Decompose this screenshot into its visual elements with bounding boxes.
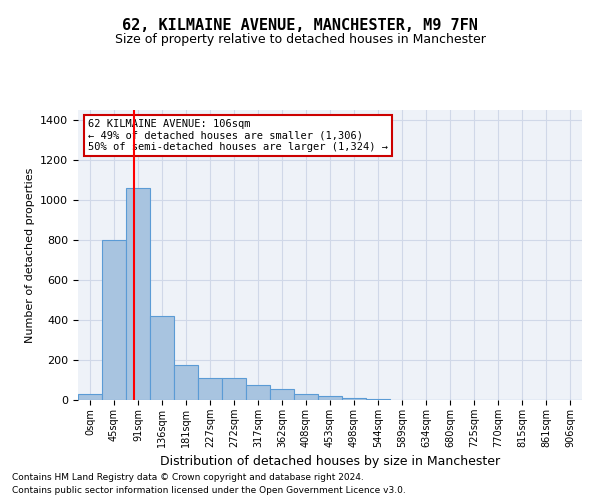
Text: 62 KILMAINE AVENUE: 106sqm
← 49% of detached houses are smaller (1,306)
50% of s: 62 KILMAINE AVENUE: 106sqm ← 49% of deta… (88, 118, 388, 152)
Bar (318, 396, 342, 400)
Text: Size of property relative to detached houses in Manchester: Size of property relative to detached ho… (115, 32, 485, 46)
Bar (174, 365, 198, 400)
Text: Contains HM Land Registry data © Crown copyright and database right 2024.: Contains HM Land Registry data © Crown c… (12, 474, 364, 482)
Bar (126, 188, 150, 400)
Bar (246, 385, 270, 400)
Text: Contains public sector information licensed under the Open Government Licence v3: Contains public sector information licen… (12, 486, 406, 495)
Bar (342, 398, 366, 400)
Bar (150, 316, 174, 400)
Bar (270, 389, 294, 400)
Bar (294, 394, 318, 400)
Bar (102, 240, 126, 400)
X-axis label: Distribution of detached houses by size in Manchester: Distribution of detached houses by size … (160, 456, 500, 468)
Bar (366, 399, 390, 400)
Y-axis label: Number of detached properties: Number of detached properties (25, 168, 35, 342)
Bar (198, 378, 222, 400)
Bar (222, 378, 246, 400)
Text: 62, KILMAINE AVENUE, MANCHESTER, M9 7FN: 62, KILMAINE AVENUE, MANCHESTER, M9 7FN (122, 18, 478, 32)
Bar (78, 394, 102, 400)
